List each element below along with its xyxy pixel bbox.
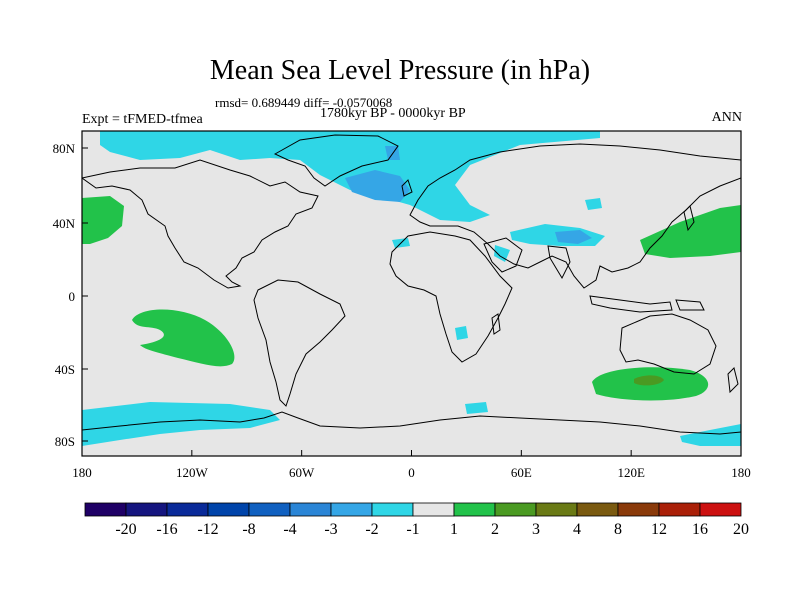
stats-line: rmsd= 0.689449 diff= -0.0570068 <box>215 95 393 110</box>
anomaly-fill <box>82 131 741 446</box>
colorbar-swatch <box>494 502 537 517</box>
colorbar-label: 16 <box>692 521 708 538</box>
colorbar-swatch <box>412 502 455 517</box>
colorbar-swatch <box>576 502 619 517</box>
south-pacific-positive-region <box>132 309 235 367</box>
colorbar-label: -20 <box>115 521 136 538</box>
colorbar-label: -12 <box>197 521 218 538</box>
india-coast <box>547 245 571 280</box>
colorbar-label: 12 <box>651 521 667 538</box>
colorbar-swatch <box>699 502 742 517</box>
north-america-coast <box>82 159 319 289</box>
colorbar-swatch <box>453 502 496 517</box>
colorbar-swatch <box>84 502 127 517</box>
lon-tick-label: 60W <box>289 465 315 480</box>
africa-negative-spot <box>455 326 468 340</box>
colorbar-label: -4 <box>283 521 296 538</box>
colorbar-swatch <box>166 502 209 517</box>
antarctica-coast <box>82 411 741 435</box>
lat-tick-label: 0 <box>69 289 76 304</box>
latitude-axis: 80N 40N 0 40S 80S <box>53 141 88 449</box>
north-pacific-positive-region-west <box>82 196 124 244</box>
colorbar-swatch <box>371 502 414 517</box>
africa-coast <box>389 231 513 363</box>
lon-tick-label: 180 <box>731 465 751 480</box>
colorbar-label: 1 <box>450 521 458 538</box>
colorbar-label: 3 <box>532 521 540 538</box>
colorbar-swatch <box>125 502 168 517</box>
antarctic-negative-region <box>82 402 280 446</box>
lon-tick-label: 120E <box>617 465 645 480</box>
lat-tick-label: 40S <box>55 362 75 377</box>
lon-tick-label: 120W <box>176 465 209 480</box>
asia-negative-core <box>555 230 592 244</box>
colorbar-swatch <box>658 502 701 517</box>
colorbar-swatch <box>330 502 373 517</box>
colorbar-label: 2 <box>491 521 499 538</box>
colorbar-label: -1 <box>406 521 419 538</box>
lon-tick-label: 180 <box>72 465 92 480</box>
south-indian-positive-core <box>634 375 664 386</box>
arabia-coast <box>483 237 523 273</box>
colorbar-swatch <box>248 502 291 517</box>
plot-title: Mean Sea Level Pressure (in hPa) <box>209 55 591 86</box>
period-line: 1780kyr BP - 0000kyr BP <box>320 106 466 121</box>
expt-label: Expt = tFMED-tfmea <box>82 112 203 127</box>
madagascar-coast <box>491 313 501 335</box>
colorbar-label: -8 <box>242 521 255 538</box>
season-label: ANN <box>711 110 742 125</box>
lat-tick-label: 80N <box>53 141 76 156</box>
coastlines <box>82 134 741 435</box>
colorbar-label: 8 <box>614 521 622 538</box>
colorbar-swatch <box>207 502 250 517</box>
north-atlantic-negative-core <box>345 170 410 202</box>
lat-tick-label: 80S <box>55 434 75 449</box>
lon-tick-label: 0 <box>408 465 415 480</box>
colorbar: -20 -16 -12 -8 -4 -3 -2 -1 1 2 3 4 8 12 16 20 <box>84 502 749 538</box>
colorbar-label: 20 <box>733 521 749 538</box>
uk-coast <box>401 179 413 197</box>
new-zealand-coast <box>727 367 739 394</box>
north-pacific-positive-region-east <box>640 205 741 258</box>
persia-negative-spot <box>494 245 510 262</box>
colorbar-label: -16 <box>156 521 177 538</box>
arctic-negative-region <box>100 131 600 222</box>
southern-ocean-negative-spot <box>465 402 488 414</box>
colorbar-swatch <box>289 502 332 517</box>
greenland-coast <box>273 134 399 187</box>
colorbar-swatch <box>535 502 578 517</box>
eurasia-coast <box>409 143 741 289</box>
south-america-coast <box>253 279 346 407</box>
japan-coast <box>683 205 695 232</box>
lon-tick-label: 60E <box>511 465 532 480</box>
colorbar-label: 4 <box>573 521 581 538</box>
colorbar-label: -3 <box>324 521 337 538</box>
tibet-negative-spot <box>585 198 602 210</box>
new-guinea-coast <box>675 299 705 311</box>
lat-tick-label: 40N <box>53 216 76 231</box>
east-antarctic-negative-region <box>680 424 741 446</box>
australia-coast <box>619 313 717 375</box>
indonesia-coast <box>589 295 673 313</box>
longitude-axis: 180 120W 60W 0 60E 120E 180 <box>72 450 751 480</box>
colorbar-swatch <box>617 502 660 517</box>
colorbar-label: -2 <box>365 521 378 538</box>
